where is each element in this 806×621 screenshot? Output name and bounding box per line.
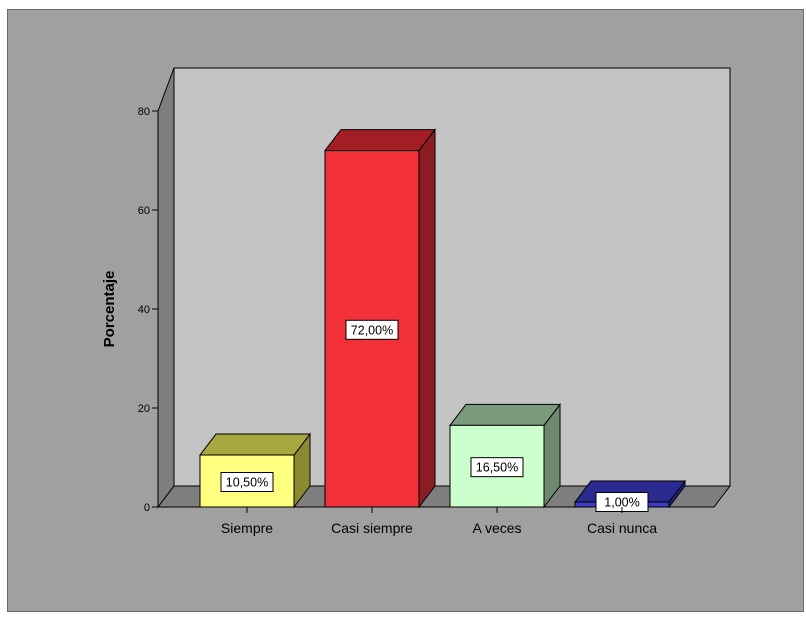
- y-tick-label: 20: [138, 403, 150, 415]
- data-label-box: [470, 457, 524, 478]
- bar-top-face: [323, 129, 437, 152]
- bar-side-face: [418, 128, 436, 509]
- x-category-label: Casi siempre: [331, 520, 413, 536]
- bar-1: 10,50%: [198, 432, 312, 509]
- y-tick-label: 60: [138, 205, 150, 217]
- y-tick-label: 0: [144, 502, 150, 514]
- bar-top-face: [448, 403, 562, 426]
- data-label: 16,50%: [476, 461, 518, 475]
- y-axis-ticks: 0 20 40 60 80: [138, 106, 158, 514]
- data-label-box: [220, 472, 274, 493]
- data-label: 10,50%: [226, 476, 268, 490]
- y-tick-label: 80: [138, 106, 150, 118]
- data-label-box: [345, 319, 399, 340]
- bars: 10,50% 72,00% 16,50% 1,00%: [198, 128, 687, 512]
- data-label: 1,00%: [604, 496, 639, 510]
- bar-4: 1,00%: [573, 479, 687, 512]
- data-label: 72,00%: [351, 323, 393, 337]
- bar-top-face: [198, 433, 312, 456]
- x-category-label: Siempre: [221, 520, 273, 536]
- y-tick-label: 40: [138, 304, 150, 316]
- y-axis-title: Porcentaje: [101, 271, 118, 348]
- bar-3: 16,50%: [448, 402, 562, 509]
- bar-2: 72,00%: [323, 128, 437, 509]
- left-wall: [157, 67, 175, 509]
- x-category-label: A veces: [472, 520, 521, 536]
- x-axis-labels: Siempre Casi siempre A veces Casi nunca: [221, 507, 657, 536]
- x-category-label: Casi nunca: [587, 520, 657, 536]
